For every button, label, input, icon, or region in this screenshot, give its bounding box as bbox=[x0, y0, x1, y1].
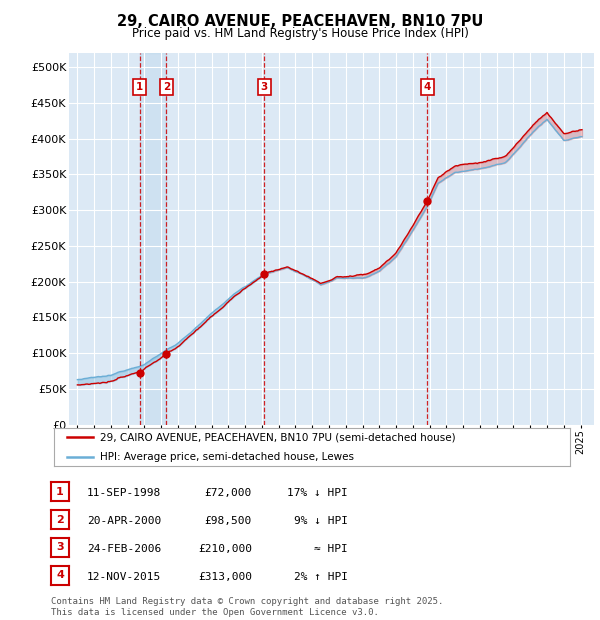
Text: £313,000: £313,000 bbox=[198, 572, 252, 582]
Text: ≈ HPI: ≈ HPI bbox=[314, 544, 348, 554]
Text: Contains HM Land Registry data © Crown copyright and database right 2025.
This d: Contains HM Land Registry data © Crown c… bbox=[51, 598, 443, 617]
Text: £72,000: £72,000 bbox=[205, 488, 252, 498]
Text: 17% ↓ HPI: 17% ↓ HPI bbox=[287, 488, 348, 498]
Text: 24-FEB-2006: 24-FEB-2006 bbox=[87, 544, 161, 554]
Text: £210,000: £210,000 bbox=[198, 544, 252, 554]
Text: 4: 4 bbox=[424, 82, 431, 92]
Text: 3: 3 bbox=[261, 82, 268, 92]
Text: 1: 1 bbox=[56, 487, 64, 497]
Text: 12-NOV-2015: 12-NOV-2015 bbox=[87, 572, 161, 582]
Text: 4: 4 bbox=[56, 570, 64, 580]
Bar bbox=[140, 53, 166, 425]
Text: 2: 2 bbox=[56, 515, 64, 525]
Text: 20-APR-2000: 20-APR-2000 bbox=[87, 516, 161, 526]
Text: 11-SEP-1998: 11-SEP-1998 bbox=[87, 488, 161, 498]
Text: HPI: Average price, semi-detached house, Lewes: HPI: Average price, semi-detached house,… bbox=[100, 451, 355, 462]
Text: 1: 1 bbox=[136, 82, 143, 92]
Text: 29, CAIRO AVENUE, PEACEHAVEN, BN10 7PU (semi-detached house): 29, CAIRO AVENUE, PEACEHAVEN, BN10 7PU (… bbox=[100, 432, 456, 443]
Text: 2: 2 bbox=[163, 82, 170, 92]
Text: 9% ↓ HPI: 9% ↓ HPI bbox=[294, 516, 348, 526]
Text: 29, CAIRO AVENUE, PEACEHAVEN, BN10 7PU: 29, CAIRO AVENUE, PEACEHAVEN, BN10 7PU bbox=[117, 14, 483, 29]
Text: 2% ↑ HPI: 2% ↑ HPI bbox=[294, 572, 348, 582]
Text: £98,500: £98,500 bbox=[205, 516, 252, 526]
Text: Price paid vs. HM Land Registry's House Price Index (HPI): Price paid vs. HM Land Registry's House … bbox=[131, 27, 469, 40]
Text: 3: 3 bbox=[56, 542, 64, 552]
